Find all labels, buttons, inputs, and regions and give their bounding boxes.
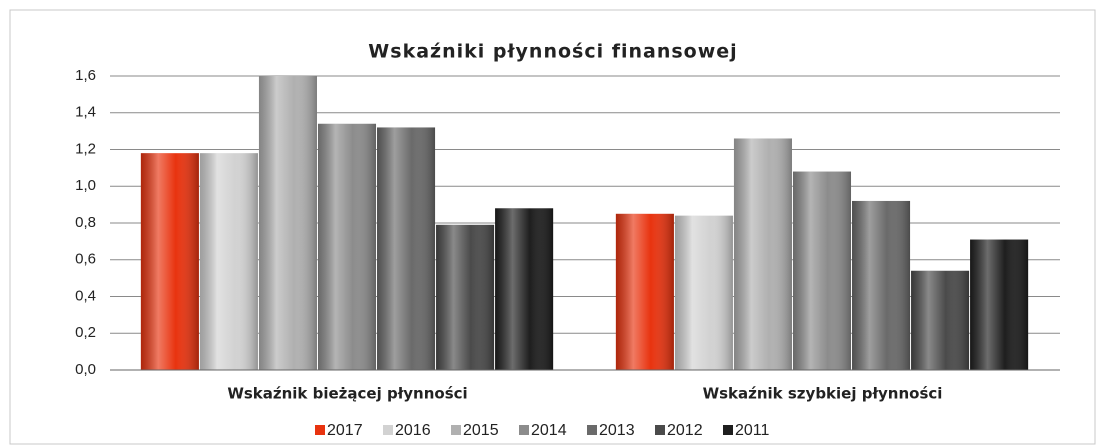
bar (317, 123, 377, 371)
bar (140, 153, 199, 370)
legend-label: 2011 (735, 422, 770, 439)
legend-swatch (383, 425, 393, 435)
bar (792, 171, 852, 370)
legend-label: 2015 (463, 422, 499, 439)
x-tick-label: Wskaźnik szybkiej płynności (703, 385, 943, 403)
y-tick-label: 0,2 (75, 324, 96, 341)
y-tick-label: 0,0 (75, 361, 96, 378)
bar (733, 138, 792, 370)
legend-swatch (315, 425, 325, 435)
bar (258, 76, 317, 370)
bar (970, 239, 1029, 370)
y-tick-label: 1,4 (75, 104, 96, 121)
y-tick-label: 1,2 (75, 140, 96, 157)
x-tick-label: Wskaźnik bieżącej płynności (227, 385, 467, 403)
legend-swatch (723, 425, 733, 435)
legend-swatch (519, 425, 529, 435)
y-tick-label: 1,0 (75, 177, 96, 194)
legend-label: 2016 (395, 422, 431, 439)
chart-title: Wskaźniki płynności finansowej (368, 41, 737, 63)
y-tick-label: 1,6 (75, 67, 96, 84)
y-tick-label: 0,6 (75, 251, 96, 268)
bar (911, 270, 970, 370)
y-tick-label: 0,8 (75, 214, 96, 231)
bar (852, 200, 911, 370)
legend-label: 2017 (327, 422, 363, 439)
legend-label: 2012 (667, 422, 703, 439)
bar (495, 208, 554, 370)
legend-swatch (451, 425, 461, 435)
bar (436, 224, 495, 370)
legend-label: 2014 (531, 422, 567, 439)
legend-label: 2013 (599, 422, 635, 439)
legend-swatch (655, 425, 665, 435)
bar (615, 213, 674, 370)
legend-swatch (587, 425, 597, 435)
bar (199, 153, 258, 370)
y-tick-label: 0,4 (75, 287, 96, 304)
bar (674, 215, 733, 370)
bar (377, 127, 436, 370)
